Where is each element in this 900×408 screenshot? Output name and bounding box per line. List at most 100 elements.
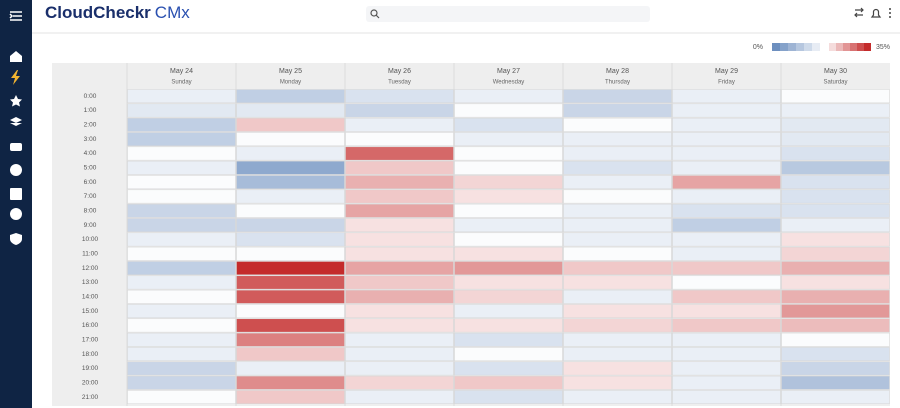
heatmap-cell: [672, 189, 781, 204]
logo-brand: CloudCheckr: [45, 3, 151, 22]
column-day: Wednesday: [493, 80, 525, 86]
heatmap-cell: [454, 132, 563, 147]
heatmap-cell: [672, 117, 781, 132]
heatmap-cell: [127, 218, 236, 233]
row-label: 4:00: [84, 150, 97, 157]
heatmap-cell: [454, 361, 563, 376]
heatmap-cell: [345, 89, 454, 104]
heatmap-cell: [672, 332, 781, 347]
search-box[interactable]: [366, 6, 650, 22]
heatmap-cell: [563, 89, 672, 104]
heatmap-cell: [345, 361, 454, 376]
heatmap-cell: [127, 318, 236, 333]
heatmap-cell: [236, 332, 345, 347]
heatmap-cell: [236, 347, 345, 362]
heatmap-cell: [781, 332, 890, 347]
heatmap-cell: [236, 361, 345, 376]
dollar-icon[interactable]: [10, 164, 22, 176]
heatmap-cell: [345, 160, 454, 175]
bell-icon[interactable]: [870, 8, 882, 18]
column-day: Tuesday: [388, 80, 411, 86]
layers-icon[interactable]: [10, 117, 22, 126]
heatmap-cell: [672, 218, 781, 233]
heatmap-cell: [672, 132, 781, 147]
logo-product: CMx: [155, 3, 190, 22]
swap-icon[interactable]: [854, 7, 864, 18]
heatmap-cell: [345, 132, 454, 147]
heatmap-cell: [781, 89, 890, 104]
bolt-icon[interactable]: [11, 70, 20, 85]
home-icon[interactable]: [10, 51, 22, 62]
heatmap-cell: [236, 160, 345, 175]
row-label: 17:00: [82, 336, 99, 343]
heatmap-cell: [127, 175, 236, 190]
heatmap-cell: [454, 89, 563, 104]
heatmap-cell: [672, 289, 781, 304]
row-label: 5:00: [84, 165, 97, 172]
heatmap-cell: [127, 89, 236, 104]
row-label: 1:00: [84, 107, 97, 114]
legend-swatch: [804, 43, 812, 51]
heatmap-cell: [127, 275, 236, 290]
heatmap-cell: [236, 146, 345, 161]
heatmap-cell: [345, 175, 454, 190]
menu-icon[interactable]: [9, 11, 22, 21]
heatmap-cell: [672, 146, 781, 161]
row-label: 19:00: [82, 365, 99, 372]
sidebar-icons: [9, 11, 22, 245]
heatmap-cell: [454, 203, 563, 218]
row-label: 0:00: [84, 93, 97, 100]
heatmap-cell: [236, 103, 345, 118]
heatmap-cell: [345, 390, 454, 405]
heatmap-cell: [127, 232, 236, 247]
sidebar: [0, 0, 32, 408]
heatmap-cell: [236, 89, 345, 104]
heatmap-cell: [345, 232, 454, 247]
heatmap-cell: [563, 232, 672, 247]
heatmap-cell: [127, 332, 236, 347]
star-icon[interactable]: [10, 95, 22, 107]
heatmap-cell: [781, 132, 890, 147]
heatmap-cell: [563, 160, 672, 175]
shield-icon[interactable]: [10, 233, 22, 245]
heatmap-cell: [563, 117, 672, 132]
legend-swatch: [829, 43, 836, 51]
heatmap-cell: [563, 246, 672, 261]
heatmap-cell: [236, 246, 345, 261]
heatmap-cell: [454, 261, 563, 276]
report-icon[interactable]: [10, 188, 22, 200]
heatmap-cell: [127, 289, 236, 304]
heatmap-cell: [781, 261, 890, 276]
heatmap-cell: [236, 232, 345, 247]
heatmap-cell: [563, 390, 672, 405]
legend-swatch: [843, 43, 850, 51]
row-label: 3:00: [84, 136, 97, 143]
more-icon[interactable]: [889, 8, 891, 18]
row-label: 16:00: [82, 322, 99, 329]
legend-swatch: [796, 43, 804, 51]
column-date: May 25: [279, 68, 302, 75]
heatmap-cell: [454, 232, 563, 247]
heatmap-cell: [345, 275, 454, 290]
heatmap-cell: [781, 117, 890, 132]
tools-icon[interactable]: [10, 143, 22, 151]
legend-swatch: [864, 43, 871, 51]
legend-swatch: [772, 43, 780, 51]
heatmap-cell: [127, 361, 236, 376]
heatmap-cell: [781, 390, 890, 405]
heatmap-cell: [781, 203, 890, 218]
logo[interactable]: CloudCheckr CMx: [45, 3, 190, 22]
heatmap-cell: [454, 390, 563, 405]
search-icon: [370, 9, 378, 17]
heatmap-cell: [454, 246, 563, 261]
heatmap-cell: [236, 117, 345, 132]
badge-icon[interactable]: [10, 208, 22, 220]
heatmap-cell: [672, 361, 781, 376]
column-date: May 28: [606, 68, 629, 75]
heatmap-cell: [236, 304, 345, 319]
heatmap-cell: [236, 375, 345, 390]
heatmap-cell: [127, 304, 236, 319]
heatmap-cell: [127, 375, 236, 390]
heatmap-cell: [672, 203, 781, 218]
